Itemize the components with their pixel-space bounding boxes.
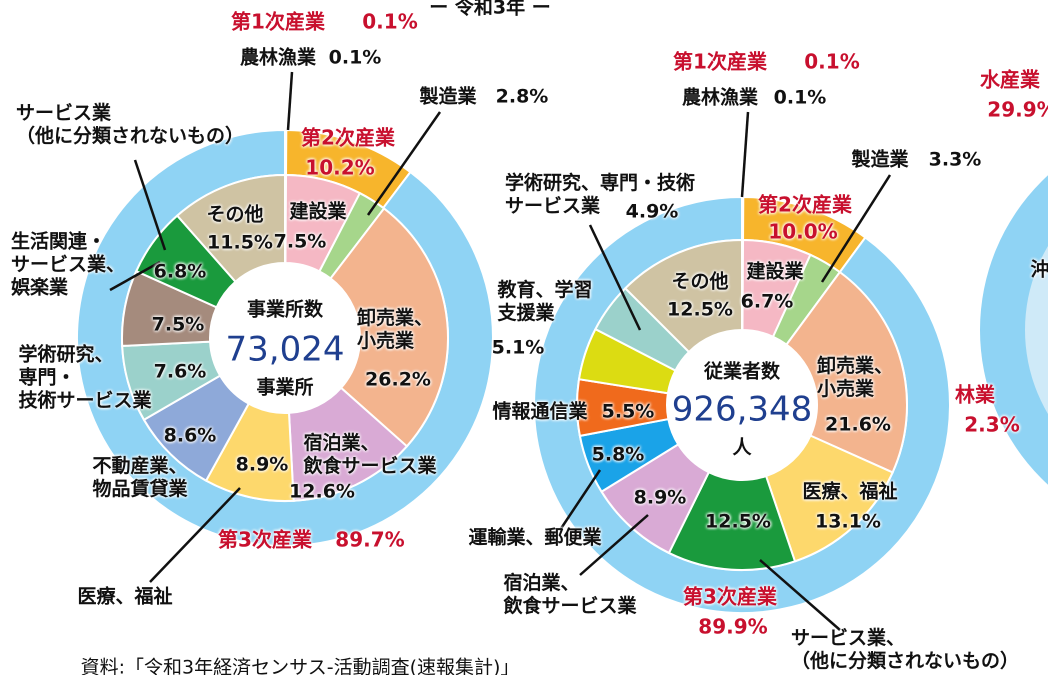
leader-line	[286, 71, 294, 131]
value-label: 0.1%	[773, 86, 827, 109]
center-title: 従業者数	[703, 360, 781, 383]
sector-label: 第3次産業	[218, 527, 312, 552]
category-label: 卸売業、 小売業	[356, 307, 434, 352]
value-label: 3.3%	[928, 148, 982, 171]
header: ー 令和3年 ー	[429, 0, 551, 19]
category-label: 運輸業、郵便業	[468, 526, 602, 549]
leader-line	[579, 514, 649, 576]
leader-line	[109, 260, 161, 292]
fragment: 沖	[1030, 258, 1048, 281]
sector-label: 第2次産業	[301, 125, 395, 150]
source: 資料:「令和3年経済センサス-活動調査(速報集計)」	[80, 656, 520, 675]
value-label: 12.6%	[289, 480, 355, 503]
hole	[667, 330, 817, 480]
category-label: 製造業	[419, 85, 477, 108]
category-label: その他	[671, 270, 729, 293]
value-label: 12.5%	[667, 298, 733, 321]
category-label: 卸売業、 小売業	[816, 355, 894, 400]
sector-value: 89.9%	[698, 614, 768, 639]
leader-line	[820, 174, 892, 283]
value-label: 4.9%	[625, 200, 679, 223]
category-label: 宿泊業、 飲食サービス業	[303, 432, 437, 477]
value-label: 6.8%	[153, 260, 207, 283]
value-label: 5.8%	[591, 443, 645, 466]
category-label: 学術研究、専門・技術 サービス業	[504, 172, 696, 217]
leader-line	[558, 469, 602, 531]
leader-line	[149, 487, 241, 583]
category-label: 農林漁業	[239, 46, 317, 69]
sector-value: 10.0%	[768, 219, 838, 244]
leader-line	[740, 111, 750, 198]
value-label: 5.5%	[601, 400, 655, 423]
category-label: 教育、学習 支援業	[497, 279, 593, 324]
value-label: 8.6%	[163, 424, 217, 447]
center-title: 事業所数	[246, 298, 324, 321]
center-total: 73,024	[225, 329, 345, 370]
category-label: 医療、福祉	[77, 585, 173, 608]
value-label: 8.9%	[235, 453, 289, 476]
center-unit: 人	[732, 436, 752, 459]
value-label: 7.5%	[151, 313, 205, 336]
value-label: 0.1%	[328, 46, 382, 69]
category-label: 不動産業、 物品賃貸業	[92, 455, 188, 500]
leader-line	[133, 159, 167, 251]
sector-label: 第1次産業	[673, 49, 767, 74]
leader-line	[759, 559, 841, 631]
category-label: 建設業	[746, 260, 804, 283]
leader-line	[588, 224, 642, 331]
fragment: 29.9%	[987, 97, 1048, 122]
sector-value: 0.1%	[362, 9, 418, 34]
fragment: 林業	[955, 382, 995, 407]
value-label: 26.2%	[365, 368, 431, 391]
value-label: 7.6%	[153, 360, 207, 383]
sector-label: 第1次産業	[231, 9, 325, 34]
center-unit: 事業所	[256, 376, 314, 399]
value-label: 5.1%	[491, 336, 545, 359]
sector-value: 0.1%	[804, 49, 860, 74]
sector-value: 89.7%	[335, 527, 405, 552]
value-label: 11.5%	[207, 231, 273, 254]
value-label: 13.1%	[815, 510, 881, 533]
category-label: 建設業	[289, 200, 347, 223]
value-label: 8.9%	[633, 486, 687, 509]
category-label: 医療、福祉	[802, 480, 898, 503]
partial-chart-inner	[1025, 246, 1048, 414]
category-label: 学術研究、 専門・ 技術サービス業	[18, 343, 152, 412]
fragment: 2.3%	[964, 412, 1020, 437]
hole	[210, 263, 360, 413]
category-label: 情報通信業	[492, 400, 588, 423]
value-label: 21.6%	[825, 413, 891, 436]
value-label: 12.5%	[705, 510, 771, 533]
sector-label: 第2次産業	[758, 192, 852, 217]
value-label: 6.7%	[740, 290, 794, 313]
category-label: サービス業、 （他に分類されないもの）	[790, 627, 1020, 672]
category-label: 農林漁業	[681, 86, 759, 109]
leader-line	[366, 111, 442, 216]
category-label: 生活関連・ サービス業、 娯楽業	[10, 230, 126, 299]
sector-label: 第3次産業	[683, 584, 777, 609]
category-label: サービス業 （他に分類されないもの）	[15, 102, 245, 147]
fragment: 水産業	[980, 67, 1040, 92]
category-label: 宿泊業、 飲食サービス業	[503, 572, 637, 617]
category-label: 製造業	[851, 148, 909, 171]
category-label: その他	[206, 203, 264, 226]
partial-chart	[980, 175, 1048, 485]
center-total: 926,348	[671, 389, 813, 430]
sector-value: 10.2%	[305, 155, 375, 180]
value-label: 7.5%	[273, 230, 327, 253]
value-label: 2.8%	[495, 85, 549, 108]
